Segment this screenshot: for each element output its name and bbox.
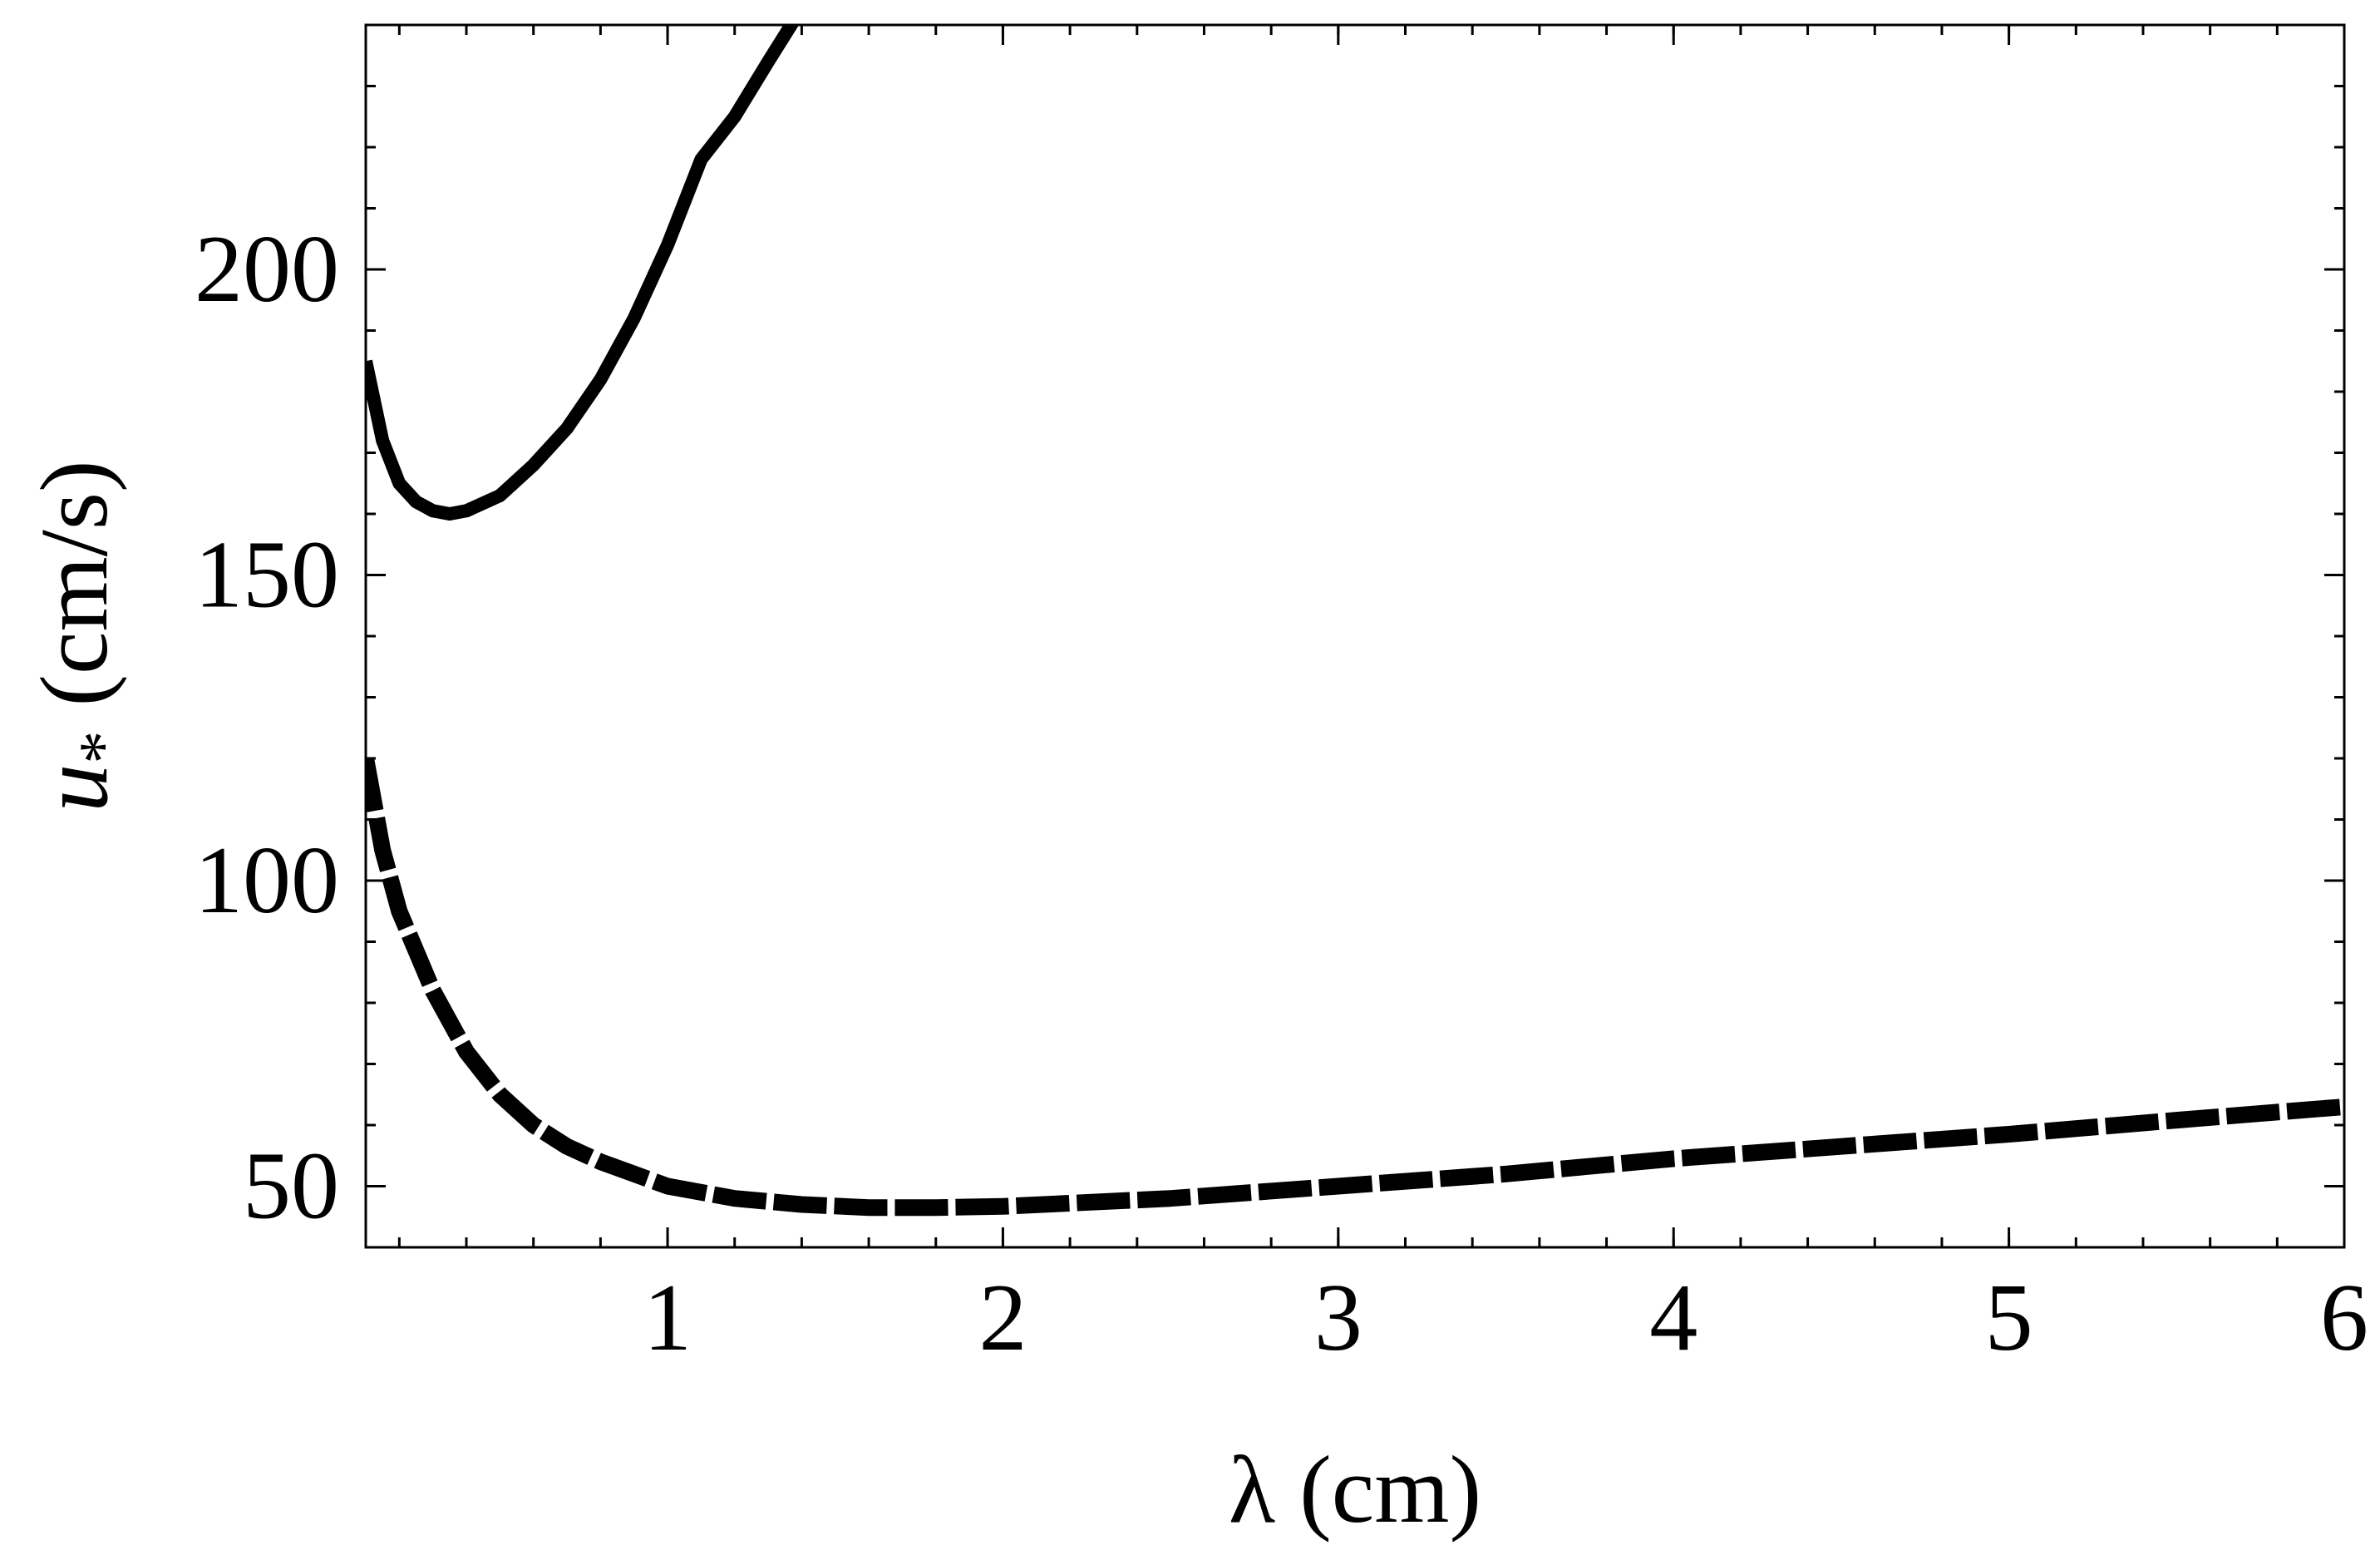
x-tick-label: 5 bbox=[1985, 1265, 2033, 1371]
series-layer bbox=[366, 25, 2344, 1217]
major-ticks bbox=[366, 25, 2346, 1247]
series-line-2-dashed bbox=[366, 757, 2344, 1217]
plot-frame bbox=[364, 23, 2346, 1249]
y-axis-label-symbol: u bbox=[22, 764, 128, 812]
x-tick-label: 1 bbox=[643, 1265, 692, 1371]
x-tick-label: 3 bbox=[1314, 1265, 1362, 1371]
y-tick-labels: 50 100 150 200 bbox=[195, 216, 339, 1240]
x-tick-label: 4 bbox=[1649, 1265, 1698, 1371]
y-tick-label: 150 bbox=[195, 522, 339, 629]
y-axis-label-unit: (cm/s) bbox=[22, 460, 128, 706]
y-tick-label: 50 bbox=[243, 1133, 339, 1240]
series-line-1-solid bbox=[366, 25, 800, 521]
y-axis-label: u* (cm/s) bbox=[22, 460, 140, 812]
x-tick-label: 6 bbox=[2320, 1265, 2368, 1371]
y-axis-label-space bbox=[22, 707, 128, 731]
y-tick-label: 100 bbox=[195, 827, 339, 934]
minor-ticks bbox=[366, 23, 2346, 1249]
x-tick-label: 2 bbox=[978, 1265, 1027, 1371]
y-axis-label-subscript: * bbox=[67, 731, 140, 764]
x-tick-labels: 1 2 3 4 5 6 bbox=[643, 1265, 2368, 1371]
x-axis-label: λ (cm) bbox=[1229, 1437, 1481, 1543]
y-tick-label: 200 bbox=[195, 216, 339, 323]
